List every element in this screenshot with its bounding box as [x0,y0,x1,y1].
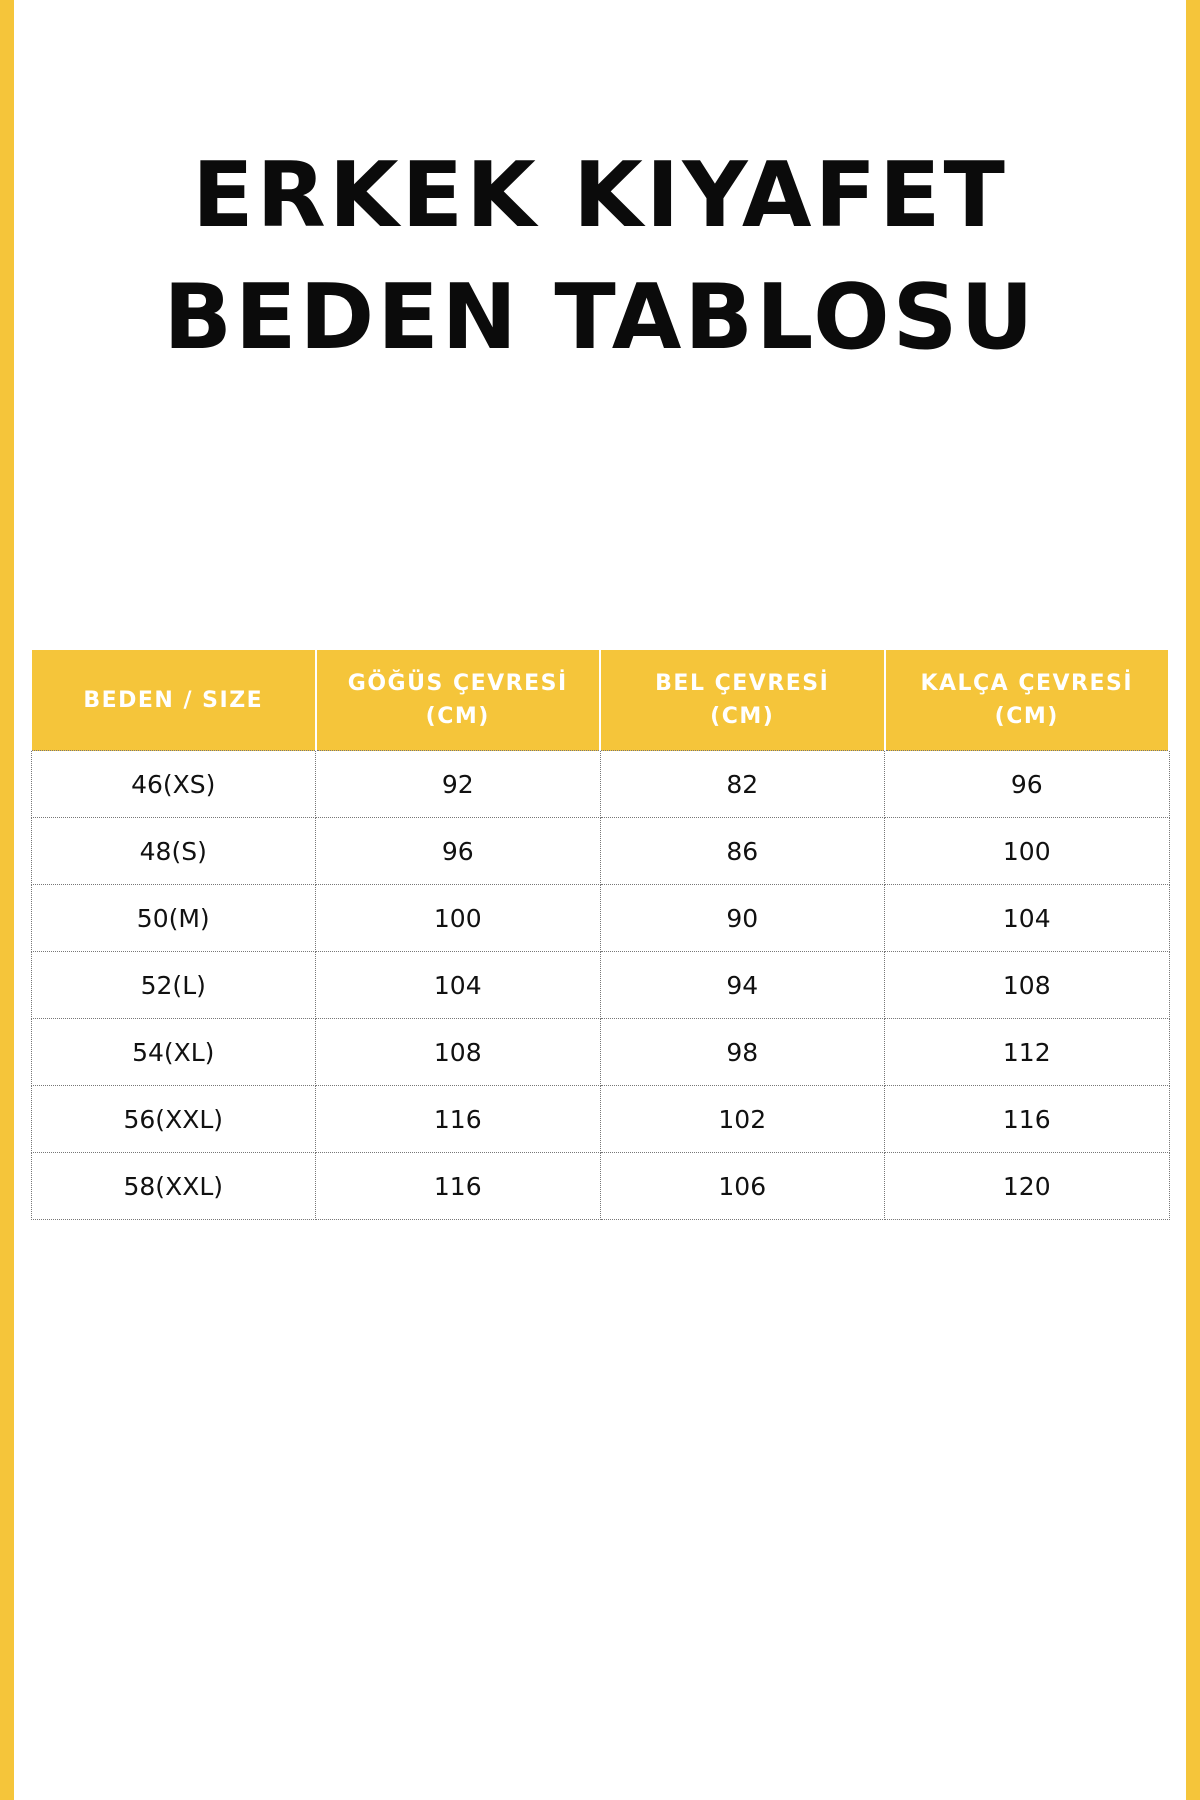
column-header-line1: BEDEN / SIZE [83,687,264,713]
table-cell: 108 [315,1018,601,1086]
table-row: 58(XXL) 116 106 120 [30,1152,1170,1220]
table-cell: 46(XS) [30,750,316,818]
column-header-line1: BEL ÇEVRESİ [655,671,830,696]
right-accent-bar [1186,0,1200,1800]
table-cell: 52(L) [30,951,316,1019]
page-title: ERKEK KIYAFET BEDEN TABLOSU [0,135,1200,379]
table-cell: 94 [599,951,885,1019]
table-cell: 90 [599,884,885,952]
table-cell: 104 [315,951,601,1019]
column-header: KALÇA ÇEVRESİ (CM) [883,650,1170,751]
table-cell: 58(XXL) [30,1152,316,1220]
table-cell: 96 [884,750,1170,818]
table-cell: 54(XL) [30,1018,316,1086]
column-header-line1: KALÇA ÇEVRESİ [920,671,1134,696]
title-line-1: ERKEK KIYAFET [192,143,1008,248]
table-cell: 96 [315,817,601,885]
column-header-line2: (CM) [710,704,775,729]
table-cell: 102 [599,1085,885,1153]
table-cell: 98 [599,1018,885,1086]
table-cell: 120 [884,1152,1170,1220]
table-cell: 56(XXL) [30,1085,316,1153]
table-cell: 116 [315,1152,601,1220]
table-cell: 82 [599,750,885,818]
table-cell: 50(M) [30,884,316,952]
title-line-2: BEDEN TABLOSU [163,265,1037,370]
table-row: 54(XL) 108 98 112 [30,1018,1170,1086]
size-table: BEDEN / SIZE GÖĞÜS ÇEVRESİ (CM) BEL ÇEVRESİ… [30,650,1170,1220]
table-cell: 104 [884,884,1170,952]
table-row: 50(M) 100 90 104 [30,884,1170,952]
column-header: BEDEN / SIZE [30,650,317,751]
left-accent-bar [0,0,14,1800]
table-row: 48(S) 96 86 100 [30,817,1170,885]
table-cell: 48(S) [30,817,316,885]
column-header-line2: (CM) [425,704,490,729]
table-row: 46(XS) 92 82 96 [30,750,1170,818]
table-cell: 116 [315,1085,601,1153]
table-row: 52(L) 104 94 108 [30,951,1170,1019]
table-cell: 112 [884,1018,1170,1086]
table-cell: 92 [315,750,601,818]
table-cell: 86 [599,817,885,885]
header-row: BEDEN / SIZE GÖĞÜS ÇEVRESİ (CM) BEL ÇEVRESİ… [30,650,1170,751]
column-header-line1: GÖĞÜS ÇEVRESİ [347,671,568,696]
column-header: GÖĞÜS ÇEVRESİ (CM) [314,650,601,751]
table-cell: 100 [884,817,1170,885]
table-row: 56(XXL) 116 102 116 [30,1085,1170,1153]
table-cell: 108 [884,951,1170,1019]
table-cell: 106 [599,1152,885,1220]
table-cell: 116 [884,1085,1170,1153]
table-cell: 100 [315,884,601,952]
column-header: BEL ÇEVRESİ (CM) [599,650,886,751]
column-header-line2: (CM) [994,704,1059,729]
